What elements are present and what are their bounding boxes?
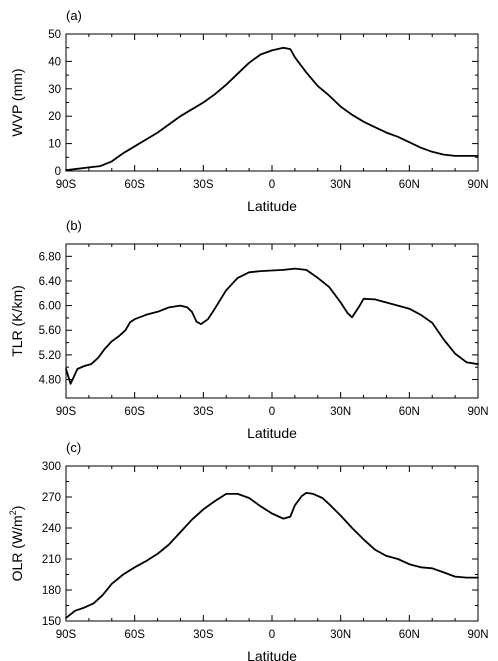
x-tick-label: 90S [56,179,77,191]
y-tick-label: 6.00 [39,301,61,313]
x-tick-label: 90N [467,179,488,191]
x-tick-label: 30N [330,179,351,191]
x-tick-label: 30S [193,406,214,418]
plot-frame [65,243,479,399]
x-tick-label: 0 [269,179,275,191]
chart-panel: 90S 60S 30S 0 30N 60N 90N 150 180 210 240 270 300 (c)… [8,440,489,661]
x-axis-title: Latitude [247,425,297,441]
y-tick-label: 180 [42,585,61,597]
x-tick-label: 60N [399,179,420,191]
y-tick-label: 6.80 [39,251,61,263]
y-axis-title: TLR (K/km) [9,285,25,357]
series-line [65,267,479,385]
y-tick-label: 150 [42,616,61,628]
x-tick-label: 60N [399,629,420,641]
y-tick-label: 5.60 [39,325,61,337]
panel-label: (c) [66,440,81,455]
x-tick-label: 90S [56,629,77,641]
x-tick-label: 0 [269,406,275,418]
y-axis-title-text: TLR (K/km) [9,285,25,357]
y-tick-label: 300 [42,461,61,473]
panel-label: (a) [66,8,82,23]
series-line [65,46,479,172]
x-tick-label: 60S [124,629,145,641]
y-tick-label: 210 [42,554,61,566]
plot-frame [65,465,479,622]
y-tick-label: 0 [55,166,61,178]
y-tick-label: 50 [48,29,61,41]
x-tick-label: 90N [467,406,488,418]
y-tick-label: 10 [48,139,61,151]
y-tick-label: 240 [42,523,61,535]
x-tick-label: 60N [399,406,420,418]
y-axis-title-text: WVP (mm) [9,68,25,136]
y-axis-title-superscript: 2 [8,510,18,515]
x-tick-label: 60S [124,406,145,418]
panel-label: (b) [66,218,82,233]
y-tick-label: 6.40 [39,276,61,288]
y-axis-title: WVP (mm) [9,68,25,136]
y-tick-label: 40 [48,56,61,68]
y-tick-label: 5.20 [39,350,61,362]
x-tick-label: 60S [124,179,145,191]
x-tick-label: 30N [330,406,351,418]
y-axis-title-text: OLR (W/m [9,515,25,581]
x-tick-label: 0 [269,629,275,641]
chart-panel: 90S 60S 30S 0 30N 60N 90N 0 10 20 30 40 50 (a) Latitud… [9,8,489,214]
x-tick-label: 90N [467,629,488,641]
series-line [65,491,479,619]
y-tick-label: 30 [48,84,61,96]
x-axis-title: Latitude [247,648,297,661]
y-axis-title-suffix: ) [9,506,25,511]
x-tick-label: 90S [56,406,77,418]
y-axis-title: OLR (W/m2) [8,506,25,582]
y-tick-label: 270 [42,492,61,504]
chart-panel: 90S 60S 30S 0 30N 60N 90N 4.80 5.20 5.60 6.00 6.40 6… [9,218,489,441]
x-tick-label: 30S [193,629,214,641]
y-tick-label: 4.80 [39,375,61,387]
y-tick-label: 20 [48,111,61,123]
x-tick-label: 30S [193,179,214,191]
x-axis-title: Latitude [247,198,297,214]
x-tick-label: 30N [330,629,351,641]
